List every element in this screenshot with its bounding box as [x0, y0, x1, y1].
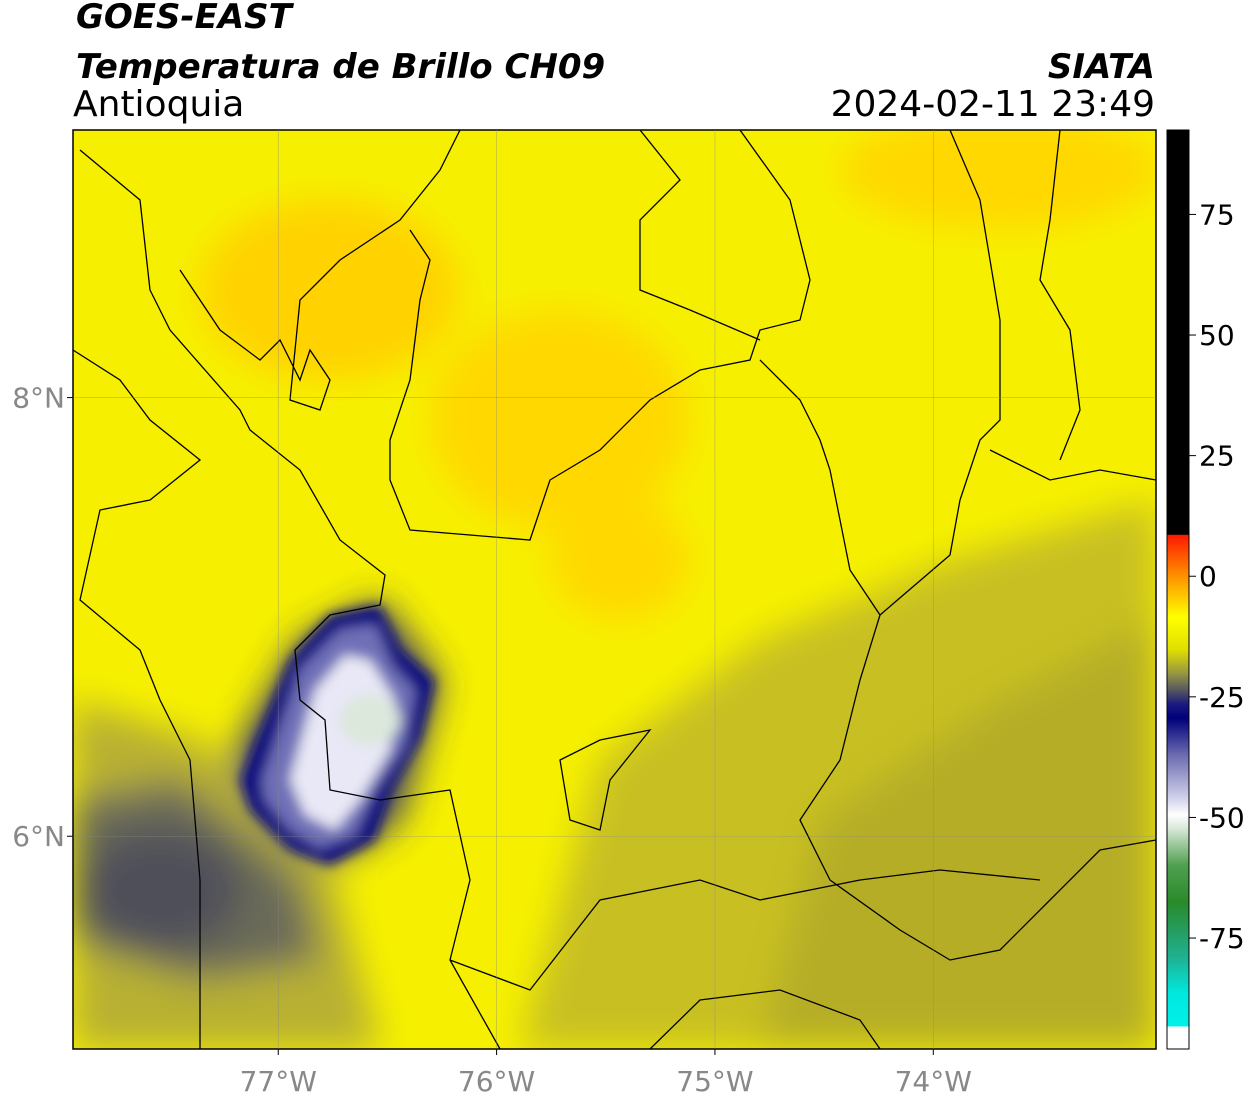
x-tick-label: 75°W	[676, 1065, 753, 1098]
brightness-field	[73, 130, 1156, 1049]
x-tick-label: 76°W	[458, 1065, 535, 1098]
region: Antioquia	[73, 84, 244, 125]
colorbar-label: 0	[1199, 560, 1217, 593]
colorbar	[1166, 129, 1190, 1050]
y-tick-label: 6°N	[12, 820, 65, 853]
y-tick-label: 8°N	[12, 382, 65, 415]
colorbar-label: 25	[1199, 440, 1235, 473]
borders	[73, 130, 1156, 1049]
colorbar-label: -75	[1199, 922, 1245, 955]
colorbar-label: -50	[1199, 801, 1245, 834]
colorbar-label: -25	[1199, 681, 1245, 714]
map-frame	[72, 129, 1157, 1050]
colorbar-label: 50	[1199, 319, 1235, 352]
subtitle: Temperatura de Brillo CH09	[76, 47, 605, 87]
timestamp: 2024-02-11 23:49	[831, 84, 1155, 125]
x-tick-label: 77°W	[240, 1065, 317, 1098]
source: SIATA	[1048, 47, 1155, 87]
x-tick-label: 74°W	[895, 1065, 972, 1098]
colorbar-label: 75	[1199, 198, 1235, 231]
title: GOES-EAST	[76, 0, 295, 37]
